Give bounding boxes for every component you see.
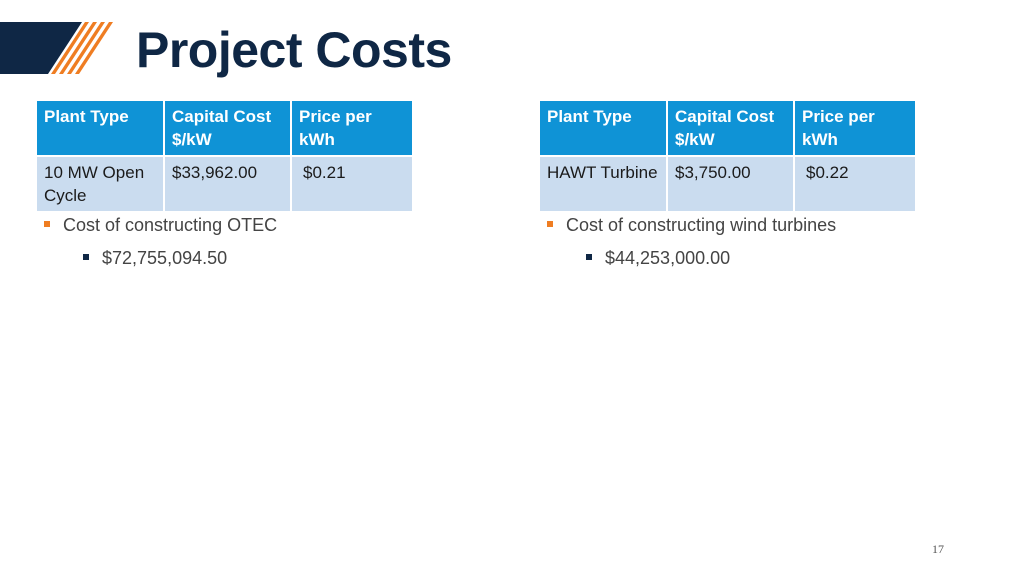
orange-square-bullet-icon bbox=[44, 221, 50, 227]
list-item: $72,755,094.50 bbox=[44, 245, 277, 271]
slash-logo-icon bbox=[0, 22, 113, 74]
table-header-row: Plant Type Capital Cost $/kW Price per k… bbox=[538, 99, 917, 157]
page-title: Project Costs bbox=[136, 22, 452, 78]
table-row: 10 MW Open Cycle $33,962.00 $0.21 bbox=[35, 155, 414, 213]
navy-square-bullet-icon bbox=[83, 254, 89, 260]
header-capital-cost: Capital Cost $/kW bbox=[666, 99, 795, 157]
header-price-per-kwh: Price per kWh bbox=[793, 99, 917, 157]
sub-bullet-text: $44,253,000.00 bbox=[605, 248, 731, 268]
page-number: 17 bbox=[932, 542, 944, 556]
sub-bullet-text: $72,755,094.50 bbox=[102, 248, 228, 268]
orange-square-bullet-icon bbox=[547, 221, 553, 227]
header-capital-cost: Capital Cost $/kW bbox=[163, 99, 292, 157]
wind-bullet-list: Cost of constructing wind turbines $44,2… bbox=[547, 212, 836, 271]
cell-price-per-kwh: $0.22 bbox=[793, 155, 917, 213]
cell-capital-cost: $3,750.00 bbox=[666, 155, 795, 213]
table-row: HAWT Turbine $3,750.00 $0.22 bbox=[538, 155, 917, 213]
cell-plant-type: 10 MW Open Cycle bbox=[35, 155, 165, 213]
navy-square-bullet-icon bbox=[586, 254, 592, 260]
otec-bullet-list: Cost of constructing OTEC $72,755,094.50 bbox=[44, 212, 277, 271]
header-price-per-kwh: Price per kWh bbox=[290, 99, 414, 157]
cell-price-per-kwh: $0.21 bbox=[290, 155, 414, 213]
list-item: $44,253,000.00 bbox=[547, 245, 836, 271]
cell-plant-type: HAWT Turbine bbox=[538, 155, 668, 213]
table-header-row: Plant Type Capital Cost $/kW Price per k… bbox=[35, 99, 414, 157]
header-plant-type: Plant Type bbox=[35, 99, 165, 157]
bullet-text: Cost of constructing OTEC bbox=[63, 215, 278, 235]
otec-cost-table: Plant Type Capital Cost $/kW Price per k… bbox=[35, 99, 414, 213]
wind-cost-table: Plant Type Capital Cost $/kW Price per k… bbox=[538, 99, 917, 213]
header-plant-type: Plant Type bbox=[538, 99, 668, 157]
cell-capital-cost: $33,962.00 bbox=[163, 155, 292, 213]
bullet-text: Cost of constructing wind turbines bbox=[566, 215, 837, 235]
list-item: Cost of constructing OTEC bbox=[44, 212, 277, 238]
list-item: Cost of constructing wind turbines bbox=[547, 212, 836, 238]
